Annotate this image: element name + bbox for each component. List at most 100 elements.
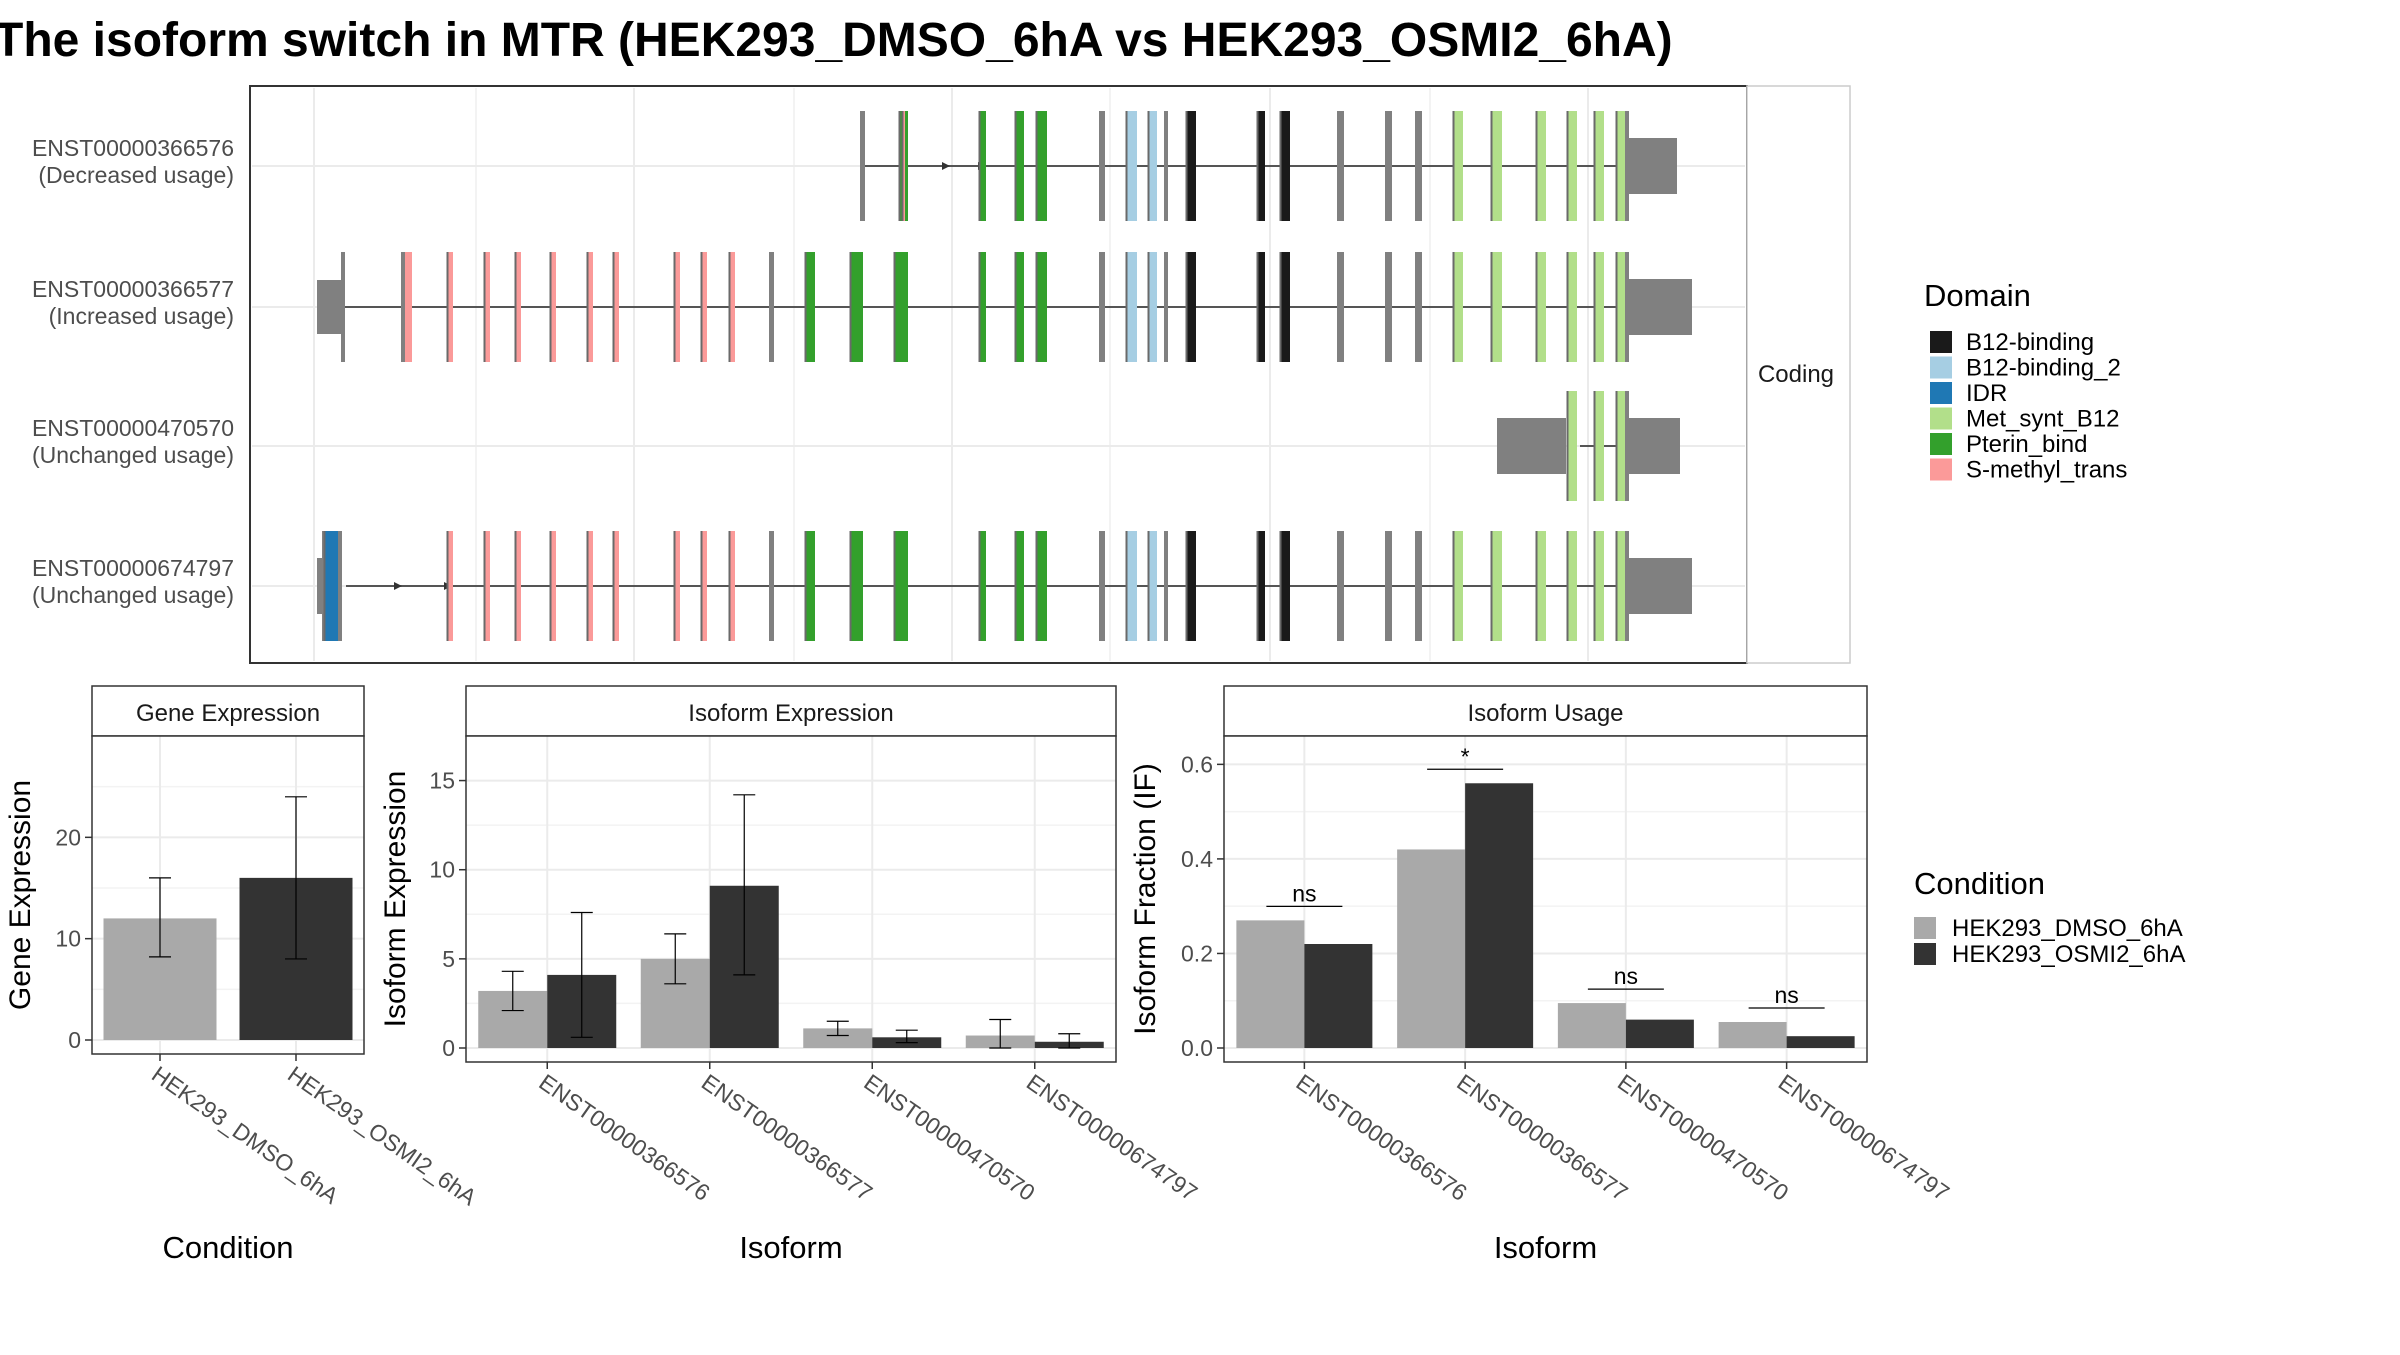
domain-legend-swatch — [1930, 433, 1952, 455]
exon-b12-binding — [1281, 111, 1290, 221]
exon — [1099, 252, 1105, 362]
exon — [1385, 252, 1392, 362]
exon-edge — [1615, 531, 1618, 641]
exon-met-synt-b12 — [1492, 531, 1502, 641]
condition-legend-title: Condition — [1914, 866, 2045, 901]
exon-pterin-bind — [806, 252, 815, 362]
strand-arrow — [942, 162, 950, 170]
domain-legend-label: B12-binding_2 — [1966, 355, 2121, 382]
y-tick-label: 0.6 — [1181, 751, 1213, 777]
bar — [1786, 1036, 1855, 1048]
exon-s-methyl-trans — [551, 252, 556, 362]
exon-s-methyl-trans — [588, 531, 593, 641]
exon-edge — [1125, 252, 1128, 362]
exon-edge — [323, 531, 326, 641]
exon-edge — [1147, 111, 1150, 221]
exon — [1164, 531, 1168, 641]
exon — [1415, 111, 1422, 221]
exon — [1625, 111, 1629, 221]
exon-met-synt-b12 — [1617, 252, 1626, 362]
exon-edge — [804, 252, 807, 362]
exon-met-synt-b12 — [1595, 252, 1604, 362]
exon-edge — [1566, 252, 1569, 362]
exon-edge — [612, 252, 615, 362]
exon-edge — [514, 531, 517, 641]
exon-pterin-bind — [1016, 531, 1024, 641]
domain-legend-label: IDR — [1966, 380, 2007, 407]
x-tick-label: ENST00000470570 — [1613, 1069, 1793, 1206]
figure-title: The isoform switch in MTR (HEK293_DMSO_6… — [0, 14, 1673, 67]
exon-edge — [1279, 531, 1282, 641]
exon — [1164, 111, 1168, 221]
exon-edge — [1035, 531, 1038, 641]
y-tick-label: 10 — [55, 926, 81, 952]
exon-met-synt-b12 — [1454, 111, 1463, 221]
exon-s-methyl-trans — [702, 531, 707, 641]
exon — [1415, 252, 1422, 362]
exon-edge — [549, 252, 552, 362]
exon-b12-binding — [1281, 252, 1290, 362]
domain-legend-swatch — [1930, 382, 1952, 404]
isoform-status-label: (Unchanged usage) — [32, 442, 234, 468]
transcript-structure-panel: Coding ENST00000366576(Decreased usage) E… — [32, 85, 1851, 664]
domain-legend: Domain B12-bindingB12-binding_2IDRMet_sy… — [1924, 278, 2127, 484]
bar — [803, 1028, 873, 1048]
exon-edge — [586, 531, 589, 641]
exon-met-synt-b12 — [1537, 111, 1546, 221]
exon — [1337, 252, 1344, 362]
exon-edge — [673, 252, 676, 362]
exon — [1337, 531, 1344, 641]
exon-edge — [728, 531, 731, 641]
condition-legend-swatch — [1914, 943, 1936, 965]
exon-edge — [849, 252, 852, 362]
exon-s-methyl-trans — [903, 111, 905, 221]
condition-legend: Condition HEK293_DMSO_6hAHEK293_OSMI2_6h… — [1914, 866, 2185, 968]
exon-edge — [1452, 111, 1455, 221]
x-tick-label: ENST00000470570 — [859, 1069, 1039, 1206]
condition-legend-swatch — [1914, 917, 1936, 939]
isoform-id-label: ENST00000366576 — [32, 135, 234, 161]
exon-edge — [978, 252, 981, 362]
exon-pterin-bind — [980, 111, 986, 221]
exon-edge — [1014, 111, 1017, 221]
transcript-track — [317, 252, 1692, 362]
exon-edge — [1566, 391, 1569, 501]
exon-b12-binding-2 — [1149, 252, 1157, 362]
exon-met-synt-b12 — [1595, 111, 1604, 221]
facet-label: Coding — [1758, 361, 1834, 388]
exon-edge — [1035, 252, 1038, 362]
exon-edge — [1014, 531, 1017, 641]
exon-met-synt-b12 — [1537, 531, 1546, 641]
exon-edge — [1593, 391, 1596, 501]
strand-arrow — [394, 582, 402, 590]
panel-border — [1223, 735, 1868, 1063]
exon-edge — [1452, 531, 1455, 641]
exon-edge — [514, 252, 517, 362]
exon — [1415, 531, 1422, 641]
exon-pterin-bind — [851, 252, 863, 362]
isoform-status-label: (Increased usage) — [49, 303, 234, 329]
domain-legend-title: Domain — [1924, 278, 2031, 313]
exon-edge — [483, 531, 486, 641]
exon — [1099, 531, 1105, 641]
exon-pterin-bind — [980, 531, 986, 641]
domain-legend-swatch — [1930, 407, 1952, 430]
panel-border — [465, 735, 1117, 1063]
y-tick-label: 15 — [429, 768, 455, 794]
utr5-block — [317, 280, 342, 334]
y-axis-title: Isoform Fraction (IF) — [1129, 763, 1162, 1035]
exon-s-methyl-trans — [730, 252, 735, 362]
exon-edge — [586, 252, 589, 362]
transcript-track — [317, 531, 1692, 641]
exon — [1385, 111, 1392, 221]
utr3-block — [1626, 138, 1677, 194]
exon-s-methyl-trans — [588, 252, 593, 362]
domain-legend-swatch — [1930, 356, 1952, 379]
exon-edge — [1279, 252, 1282, 362]
exon-edge — [1615, 111, 1618, 221]
isoform-status-label: (Decreased usage) — [38, 162, 234, 188]
exon-edge — [1593, 252, 1596, 362]
y-axis-title: Gene Expression — [4, 780, 37, 1010]
significance-label: ns — [1774, 982, 1798, 1008]
exon-edge — [1615, 391, 1618, 501]
